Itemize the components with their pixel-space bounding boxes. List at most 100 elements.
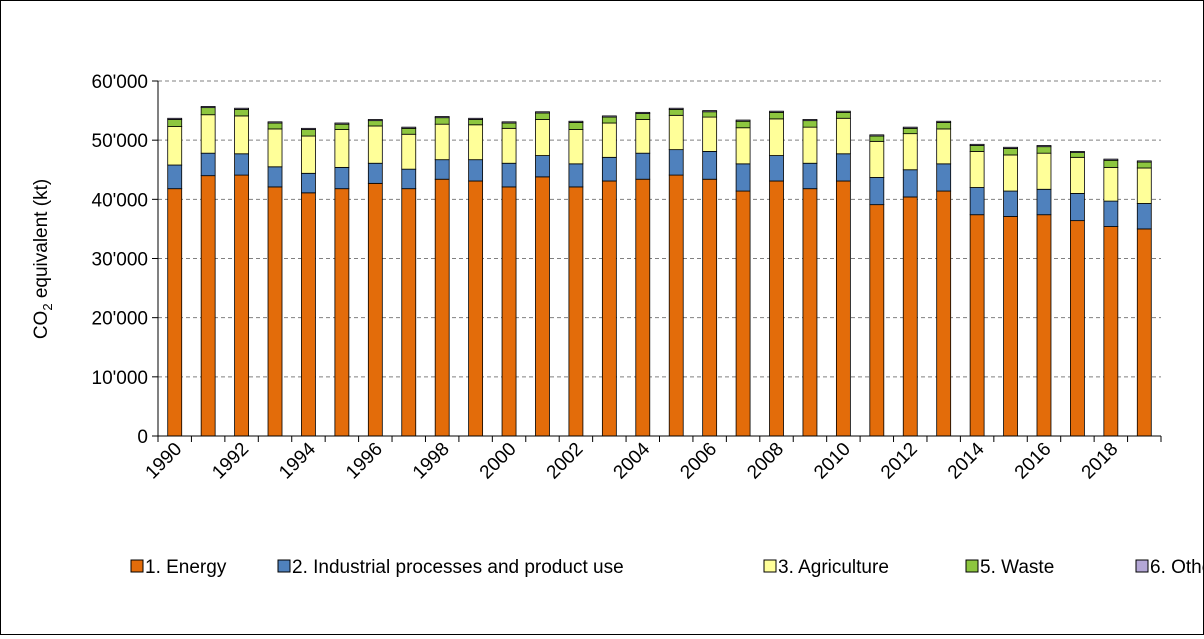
bar-stack-2006	[702, 110, 718, 437]
bar-segment-series-4	[902, 127, 918, 135]
y-tick-label: 20'000	[92, 309, 148, 330]
bar-segment-series-1	[869, 204, 885, 437]
x-tick-label: 1992	[208, 439, 253, 484]
axes	[152, 80, 1162, 442]
bar-stack-2011	[869, 134, 885, 437]
legend-swatch	[130, 559, 144, 573]
bar-segment-series-4	[735, 120, 751, 129]
bar-segment-series-1	[735, 190, 751, 437]
bar-segment-series-4	[367, 120, 383, 127]
bar-segment-series-2	[601, 156, 617, 182]
bar-segment-series-5	[301, 127, 316, 130]
bar-stack-1993	[267, 121, 283, 437]
bar-segment-series-1	[769, 180, 784, 437]
legend-label: 1. Energy	[145, 557, 227, 578]
legend-item-3: 3. Agriculture	[763, 557, 889, 578]
bar-segment-series-5	[1036, 145, 1052, 148]
bar-segment-series-5	[367, 119, 383, 122]
bar-segment-series-4	[434, 117, 450, 125]
bar-segment-series-3	[200, 114, 216, 154]
bar-segment-series-5	[802, 119, 818, 122]
bar-segment-series-4	[1070, 152, 1085, 158]
bar-segment-series-4	[635, 113, 651, 120]
x-tick-label: 2006	[676, 439, 721, 484]
bar-segment-series-2	[802, 162, 818, 190]
bar-segment-series-2	[1103, 200, 1119, 227]
bar-stack-1991	[200, 106, 216, 437]
bar-segment-series-1	[1103, 226, 1119, 437]
bar-segment-series-4	[1036, 146, 1052, 154]
bar-stack-2004	[635, 111, 651, 437]
bar-segment-series-3	[401, 133, 417, 170]
bar-segment-series-3	[601, 122, 617, 158]
bar-stack-1990	[167, 117, 183, 437]
x-tick-labels: 1990 1992 1994 1996 1998 2000 2002 2004 2006 2008…	[142, 438, 1123, 483]
bar-segment-series-1	[702, 178, 718, 437]
y-tick-label: 0	[137, 427, 148, 448]
bar-segment-series-5	[501, 121, 517, 124]
bar-stack-2012	[902, 126, 918, 437]
x-tick-label: 2016	[1011, 439, 1056, 484]
bar-segment-series-1	[167, 188, 183, 437]
bar-stack-2008	[769, 110, 784, 437]
bar-segment-series-1	[267, 186, 283, 437]
x-tick-label: 2018	[1078, 439, 1123, 484]
bar-segment-series-1	[802, 188, 818, 437]
bar-segment-series-5	[936, 120, 952, 123]
bar-segment-series-4	[535, 112, 550, 120]
bar-segment-series-4	[869, 135, 885, 142]
legend-label: 5. Waste	[980, 557, 1054, 578]
bar-segment-series-4	[936, 122, 952, 130]
bar-segment-series-3	[568, 129, 584, 165]
bar-segment-series-5	[234, 107, 249, 110]
bar-segment-series-4	[267, 122, 283, 130]
gridlines	[158, 80, 1161, 378]
bar-segment-series-1	[468, 180, 484, 437]
bar-stack-1999	[468, 117, 484, 437]
x-tick-label: 1994	[275, 438, 320, 483]
bar-segment-series-1	[234, 174, 249, 437]
bar-segment-series-1	[835, 180, 851, 437]
bar-segment-series-5	[1003, 146, 1018, 149]
bar-segment-series-2	[401, 168, 417, 190]
bar-segment-series-2	[702, 151, 718, 180]
bar-segment-series-5	[200, 106, 216, 109]
bar-segment-series-5	[735, 119, 751, 122]
bar-segment-series-5	[835, 110, 851, 113]
bar-segment-series-2	[468, 159, 484, 182]
bar-segment-series-1	[367, 182, 383, 437]
bar-segment-series-3	[769, 118, 784, 156]
bar-segment-series-1	[668, 174, 684, 437]
x-tick-label: 2000	[476, 439, 521, 484]
x-tick-label: 1990	[142, 439, 187, 484]
bar-segment-series-4	[1103, 159, 1119, 168]
bar-segment-series-5	[969, 143, 985, 146]
bar-segment-series-5	[869, 134, 885, 137]
bar-segment-series-3	[1136, 167, 1152, 204]
legend-label: 3. Agriculture	[778, 557, 889, 578]
bar-segment-series-2	[668, 149, 684, 176]
bar-segment-series-2	[568, 163, 584, 188]
bar-segment-series-3	[735, 127, 751, 165]
bar-segment-series-1	[1136, 228, 1152, 437]
bar-segment-series-2	[367, 162, 383, 184]
bar-segment-series-1	[568, 186, 584, 437]
bar-stack-2017	[1070, 151, 1085, 437]
bar-segment-series-4	[167, 119, 183, 127]
bar-stack-2007	[735, 119, 751, 437]
bar-segment-series-5	[334, 122, 350, 125]
bar-segment-series-2	[1070, 193, 1085, 222]
bar-segment-series-3	[869, 140, 885, 178]
y-tick-label: 60'000	[92, 72, 148, 93]
bar-segment-series-1	[969, 214, 985, 437]
bar-segment-series-2	[267, 166, 283, 188]
bar-segment-series-2	[869, 177, 885, 206]
bar-segment-series-1	[635, 178, 651, 437]
bar-stack-1998	[434, 116, 450, 437]
bar-segment-series-1	[902, 196, 918, 437]
bar-segment-series-2	[635, 152, 651, 180]
bar-stack-2001	[535, 111, 550, 437]
bar-stack-2019	[1136, 160, 1152, 437]
bar-segment-series-4	[702, 111, 718, 118]
